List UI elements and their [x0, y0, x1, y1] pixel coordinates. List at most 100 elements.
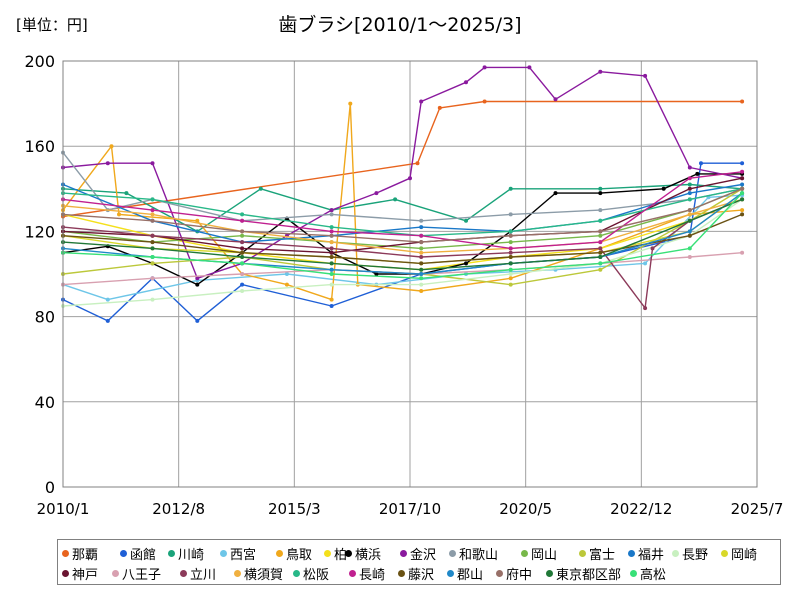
- data-point: [150, 208, 155, 213]
- legend-swatch: [324, 549, 331, 557]
- legend-swatch: [349, 569, 356, 577]
- data-point: [105, 297, 110, 302]
- data-point: [598, 240, 603, 245]
- legend-label: 松阪: [303, 567, 330, 583]
- data-point: [105, 161, 110, 166]
- legend-swatch: [276, 549, 283, 557]
- data-point: [329, 233, 334, 238]
- data-point: [508, 272, 513, 276]
- legend-label: 函館: [130, 547, 157, 563]
- data-point: [150, 261, 155, 266]
- legend-swatch: [112, 569, 119, 577]
- data-point: [329, 229, 334, 234]
- data-point: [687, 255, 692, 259]
- legend-item: 東京都区部: [546, 563, 621, 583]
- data-point: [687, 197, 692, 202]
- data-point: [329, 282, 334, 287]
- data-point: [740, 99, 745, 104]
- legend-label: 郡山: [457, 567, 484, 583]
- y-tick-label: 40: [35, 393, 55, 412]
- legend-swatch: [496, 569, 503, 577]
- legend-item: 松阪: [293, 563, 329, 583]
- data-point: [150, 255, 155, 259]
- legend-swatch: [628, 549, 635, 557]
- data-point: [240, 218, 245, 223]
- legend-label: 東京都区部: [556, 567, 622, 583]
- legend-item: 横須賀: [234, 563, 283, 583]
- data-point: [598, 229, 603, 234]
- data-point: [419, 99, 424, 104]
- data-point: [348, 101, 353, 106]
- data-point: [150, 276, 155, 281]
- data-point: [643, 306, 648, 311]
- data-point: [195, 276, 200, 281]
- x-tick-label: 2010/1: [37, 500, 90, 518]
- legend-swatch: [120, 549, 127, 557]
- axis-ticks: 0 40 80 120 160 200 2010/1 2012/8 2015/3 2017/10 2…: [24, 52, 783, 518]
- series-lines: [61, 65, 745, 323]
- data-point: [419, 272, 424, 276]
- legend-label: 高松: [640, 567, 667, 583]
- data-point: [329, 208, 334, 213]
- legend-item: 府中: [496, 563, 532, 583]
- legend-swatch: [180, 569, 187, 577]
- legend-item: 八王子: [112, 563, 161, 583]
- data-point: [508, 186, 513, 191]
- data-point: [598, 261, 603, 266]
- data-point: [419, 267, 424, 272]
- data-point: [508, 240, 513, 245]
- legend-swatch: [293, 569, 300, 577]
- data-point: [329, 225, 334, 230]
- legend-label: 岡山: [531, 547, 558, 563]
- data-point: [150, 233, 155, 238]
- data-point: [740, 176, 745, 181]
- data-point: [598, 250, 603, 255]
- data-point: [598, 233, 603, 238]
- legend-swatch: [521, 549, 528, 557]
- legend-item: 岡崎: [721, 543, 757, 563]
- legend-item: 岡山: [521, 543, 557, 563]
- legend-item: 川崎: [168, 543, 204, 563]
- data-point: [150, 240, 155, 245]
- data-point: [329, 246, 334, 251]
- data-point: [508, 250, 513, 255]
- legend-item: 藤沢: [398, 563, 434, 583]
- data-point: [740, 250, 745, 255]
- legend-swatch: [345, 549, 352, 557]
- data-point: [374, 191, 379, 196]
- data-point: [598, 69, 603, 74]
- legend-swatch: [630, 569, 637, 577]
- legend-item: 横浜: [345, 543, 381, 563]
- data-point: [150, 212, 155, 217]
- data-point: [408, 176, 412, 181]
- legend-item: 西宮: [220, 543, 256, 563]
- data-point: [419, 240, 424, 245]
- data-point: [508, 282, 513, 287]
- data-point: [598, 246, 603, 251]
- data-point: [687, 246, 692, 251]
- data-point: [150, 161, 155, 166]
- legend-item: 郡山: [447, 563, 483, 583]
- unit-label: [単位：円]: [16, 16, 88, 34]
- legend-label: 横浜: [355, 547, 382, 563]
- legend-item: 福井: [628, 543, 664, 563]
- data-point: [687, 233, 692, 238]
- data-point: [598, 191, 603, 196]
- data-point: [740, 161, 745, 166]
- data-point: [508, 276, 513, 281]
- legend-label: 横須賀: [244, 567, 284, 583]
- data-point: [419, 218, 424, 223]
- data-point: [419, 225, 424, 230]
- data-point: [419, 233, 424, 238]
- data-point: [740, 197, 745, 202]
- legend-label: 金沢: [410, 547, 437, 563]
- legend-label: 西宮: [230, 547, 257, 563]
- data-point: [240, 229, 245, 234]
- legend-item: 長野: [672, 543, 708, 563]
- data-point: [650, 246, 655, 251]
- legend-label: 福井: [638, 547, 665, 563]
- x-tick-label: 2025/7: [731, 500, 784, 518]
- legend-item: 鳥取: [276, 543, 312, 563]
- data-point: [687, 208, 692, 213]
- data-point: [482, 65, 487, 70]
